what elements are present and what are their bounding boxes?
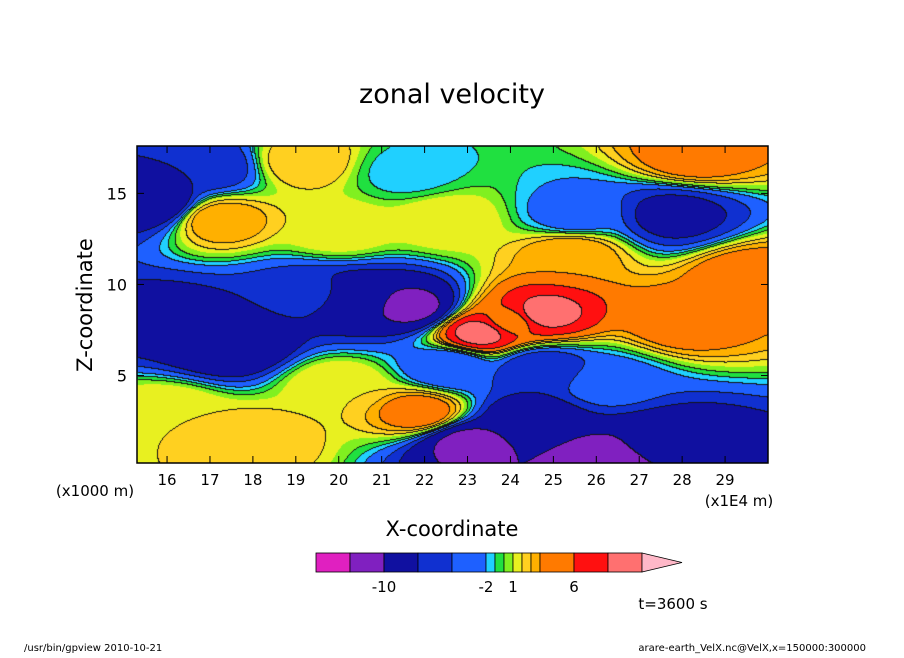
colorbar-swatch xyxy=(485,552,496,573)
colorbar-tick-label: 1 xyxy=(508,578,518,596)
footer-right: arare-earth_VelX.nc@VelX,x=150000:300000 xyxy=(638,643,866,654)
colorbar: -10 -2 1 6 xyxy=(315,552,683,596)
contour-field xyxy=(137,146,768,463)
x-tick-label: 21 xyxy=(372,471,391,489)
x-tick-label: 19 xyxy=(286,471,305,489)
x-tick-label: 18 xyxy=(243,471,262,489)
colorbar-swatch xyxy=(383,552,419,573)
x-tick-label: 29 xyxy=(716,471,735,489)
colorbar-swatch xyxy=(315,552,351,573)
chart-title: zonal velocity xyxy=(359,79,545,110)
y-axis-label: Z-coordinate xyxy=(73,238,97,372)
colorbar-extend-arrow xyxy=(641,552,683,573)
x-tick-label: 17 xyxy=(200,471,219,489)
y-tick-label: 10 xyxy=(107,275,127,294)
x-axis: 16 17 18 19 20 21 22 23 24 25 26 27 28 29 xyxy=(158,146,735,489)
colorbar-swatch xyxy=(451,552,487,573)
x-tick-label: 16 xyxy=(158,471,177,489)
colorbar-swatch xyxy=(494,552,505,573)
colorbar-swatch xyxy=(521,552,532,573)
colorbar-swatch xyxy=(573,552,609,573)
x-tick-label: 24 xyxy=(501,471,520,489)
x-tick-label: 28 xyxy=(673,471,692,489)
y-tick-label: 5 xyxy=(117,367,127,386)
x-tick-label: 23 xyxy=(458,471,477,489)
colorbar-swatch xyxy=(512,552,523,573)
time-label: t=3600 s xyxy=(638,595,707,613)
colorbar-swatch xyxy=(503,552,514,573)
x-axis-label: X-coordinate xyxy=(386,517,519,541)
colorbar-swatch xyxy=(539,552,575,573)
x-axis-unit: (x1E4 m) xyxy=(705,492,774,510)
plot-frame xyxy=(136,145,769,464)
x-tick-label: 22 xyxy=(415,471,434,489)
y-axis: 5 10 15 xyxy=(107,184,768,386)
y-axis-unit: (x1000 m) xyxy=(56,482,134,500)
y-tick-label: 15 xyxy=(107,184,127,203)
colorbar-tick-label: 6 xyxy=(569,578,579,596)
x-tick-label: 20 xyxy=(329,471,348,489)
colorbar-tick-label: -10 xyxy=(372,578,397,596)
colorbar-swatch xyxy=(417,552,453,573)
x-tick-label: 25 xyxy=(544,471,563,489)
colorbar-tick-label: -2 xyxy=(479,578,494,596)
x-tick-label: 27 xyxy=(630,471,649,489)
colorbar-swatch xyxy=(530,552,541,573)
colorbar-swatch xyxy=(349,552,385,573)
footer-left: /usr/bin/gpview 2010-10-21 xyxy=(24,643,162,654)
x-tick-label: 26 xyxy=(587,471,606,489)
contour-image xyxy=(137,146,768,463)
colorbar-swatch xyxy=(607,552,643,573)
